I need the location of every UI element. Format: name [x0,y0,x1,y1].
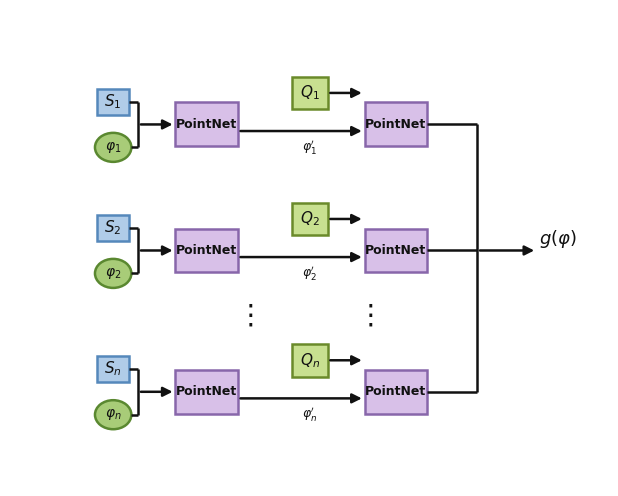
FancyBboxPatch shape [176,229,238,272]
Text: $Q_n$: $Q_n$ [300,351,320,370]
FancyBboxPatch shape [365,229,427,272]
Text: PointNet: PointNet [176,118,237,131]
Text: PointNet: PointNet [365,244,426,257]
Text: $Q_2$: $Q_2$ [300,210,320,228]
Text: $S_2$: $S_2$ [104,218,122,237]
Text: PointNet: PointNet [176,244,237,257]
Text: PointNet: PointNet [365,385,426,398]
Text: $\vdots$: $\vdots$ [356,302,373,329]
FancyBboxPatch shape [292,344,328,376]
Circle shape [95,133,132,162]
Text: $\varphi_2$: $\varphi_2$ [105,266,121,281]
Text: $g(\varphi)$: $g(\varphi)$ [540,228,577,250]
Text: $\varphi_1'$: $\varphi_1'$ [302,138,317,156]
Text: $Q_1$: $Q_1$ [300,84,320,102]
FancyBboxPatch shape [365,370,427,414]
Text: $S_1$: $S_1$ [104,92,122,111]
Text: $S_n$: $S_n$ [104,360,122,378]
FancyBboxPatch shape [97,215,129,241]
FancyBboxPatch shape [176,370,238,414]
FancyBboxPatch shape [292,77,328,109]
FancyBboxPatch shape [176,103,238,146]
Text: $\varphi_n$: $\varphi_n$ [105,407,122,422]
Text: $\varphi_n'$: $\varphi_n'$ [302,405,317,423]
Text: $\vdots$: $\vdots$ [236,302,253,329]
FancyBboxPatch shape [97,356,129,382]
Text: PointNet: PointNet [176,385,237,398]
Text: $\varphi_1$: $\varphi_1$ [105,140,121,155]
Circle shape [95,259,132,288]
FancyBboxPatch shape [292,203,328,235]
FancyBboxPatch shape [365,103,427,146]
FancyBboxPatch shape [97,89,129,115]
Circle shape [95,400,132,429]
Text: PointNet: PointNet [365,118,426,131]
Text: $\varphi_2'$: $\varphi_2'$ [302,264,317,282]
